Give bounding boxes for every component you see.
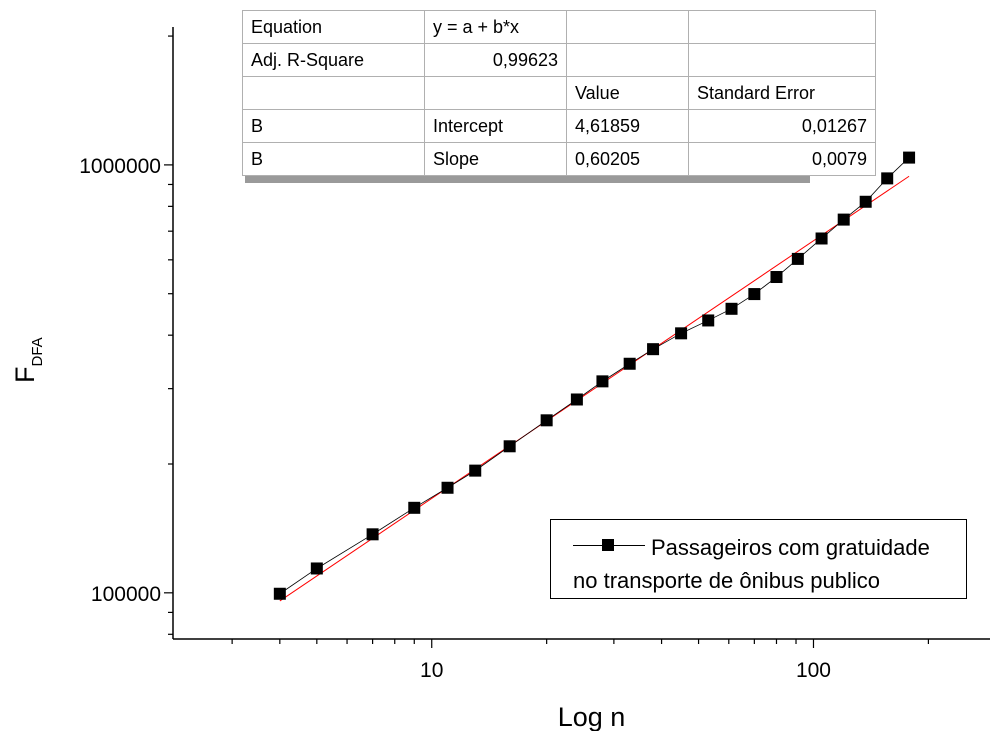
fit-table-row: B Intercept 4,61859 0,01267	[242, 109, 876, 143]
fit-table-cell: B	[242, 109, 425, 143]
fit-table-cell: Intercept	[424, 109, 567, 143]
data-point	[408, 501, 421, 514]
x-axis-label: Log n	[558, 702, 626, 731]
data-point	[725, 302, 738, 315]
fit-table-cell: Equation	[242, 10, 425, 44]
y-tick-label: 1000000	[79, 155, 161, 178]
data-point	[675, 327, 688, 340]
data-point	[815, 232, 828, 245]
fit-table-cell: Slope	[424, 142, 567, 176]
data-point	[310, 562, 323, 575]
y-tick-label: 100000	[91, 583, 161, 606]
legend-label-line2: no transporte de ônibus publico	[573, 568, 880, 593]
fit-table-row: Adj. R-Square 0,99623	[242, 43, 876, 77]
fit-table-cell: B	[242, 142, 425, 176]
fit-table-cell	[566, 43, 689, 77]
data-point	[859, 195, 872, 208]
fit-table-cell	[688, 10, 876, 44]
data-point	[903, 151, 916, 164]
fit-table-cell: 4,61859	[566, 109, 689, 143]
fit-table-cell: 0,99623	[424, 43, 567, 77]
data-point	[702, 314, 715, 327]
fit-results-table: Equation y = a + b*x Adj. R-Square 0,99623 V…	[242, 10, 876, 176]
fit-table-cell: Standard Error	[688, 76, 876, 110]
legend-label-line1: Passageiros com gratuidade	[651, 535, 930, 560]
fit-table-cell: 0,60205	[566, 142, 689, 176]
data-point	[503, 440, 516, 453]
fit-table-cell	[424, 76, 567, 110]
data-point	[791, 252, 804, 265]
x-tick-label: 10	[420, 659, 443, 682]
fit-table-cell	[566, 10, 689, 44]
data-point	[469, 464, 482, 477]
linear-fit-line	[279, 175, 910, 602]
data-point	[596, 375, 609, 388]
data-point	[273, 587, 286, 600]
fit-table-cell: 0,0079	[688, 142, 876, 176]
data-point	[748, 288, 761, 301]
fit-table-cell: 0,01267	[688, 109, 876, 143]
x-tick-label: 100	[796, 659, 831, 682]
data-point	[647, 343, 660, 356]
data-point	[770, 271, 783, 284]
data-point	[366, 528, 379, 541]
fit-table-cell	[242, 76, 425, 110]
fit-table-cell: Adj. R-Square	[242, 43, 425, 77]
y-axis-label: FDFA	[10, 337, 46, 383]
data-point	[881, 172, 894, 185]
fit-table-row: Value Standard Error	[242, 76, 876, 110]
data-point	[570, 393, 583, 406]
fit-table-row: B Slope 0,60205 0,0079	[242, 142, 876, 176]
fit-table-cell: Value	[566, 76, 689, 110]
data-point	[837, 213, 850, 226]
fit-table-cell: y = a + b*x	[424, 10, 567, 44]
fit-table-row: Equation y = a + b*x	[242, 10, 876, 44]
data-point	[441, 481, 454, 494]
fit-table-cell	[688, 43, 876, 77]
legend-square-marker	[602, 539, 614, 551]
legend: Passageiros com gratuidade no transporte…	[550, 519, 967, 599]
data-point	[623, 357, 636, 370]
data-point	[540, 414, 553, 427]
